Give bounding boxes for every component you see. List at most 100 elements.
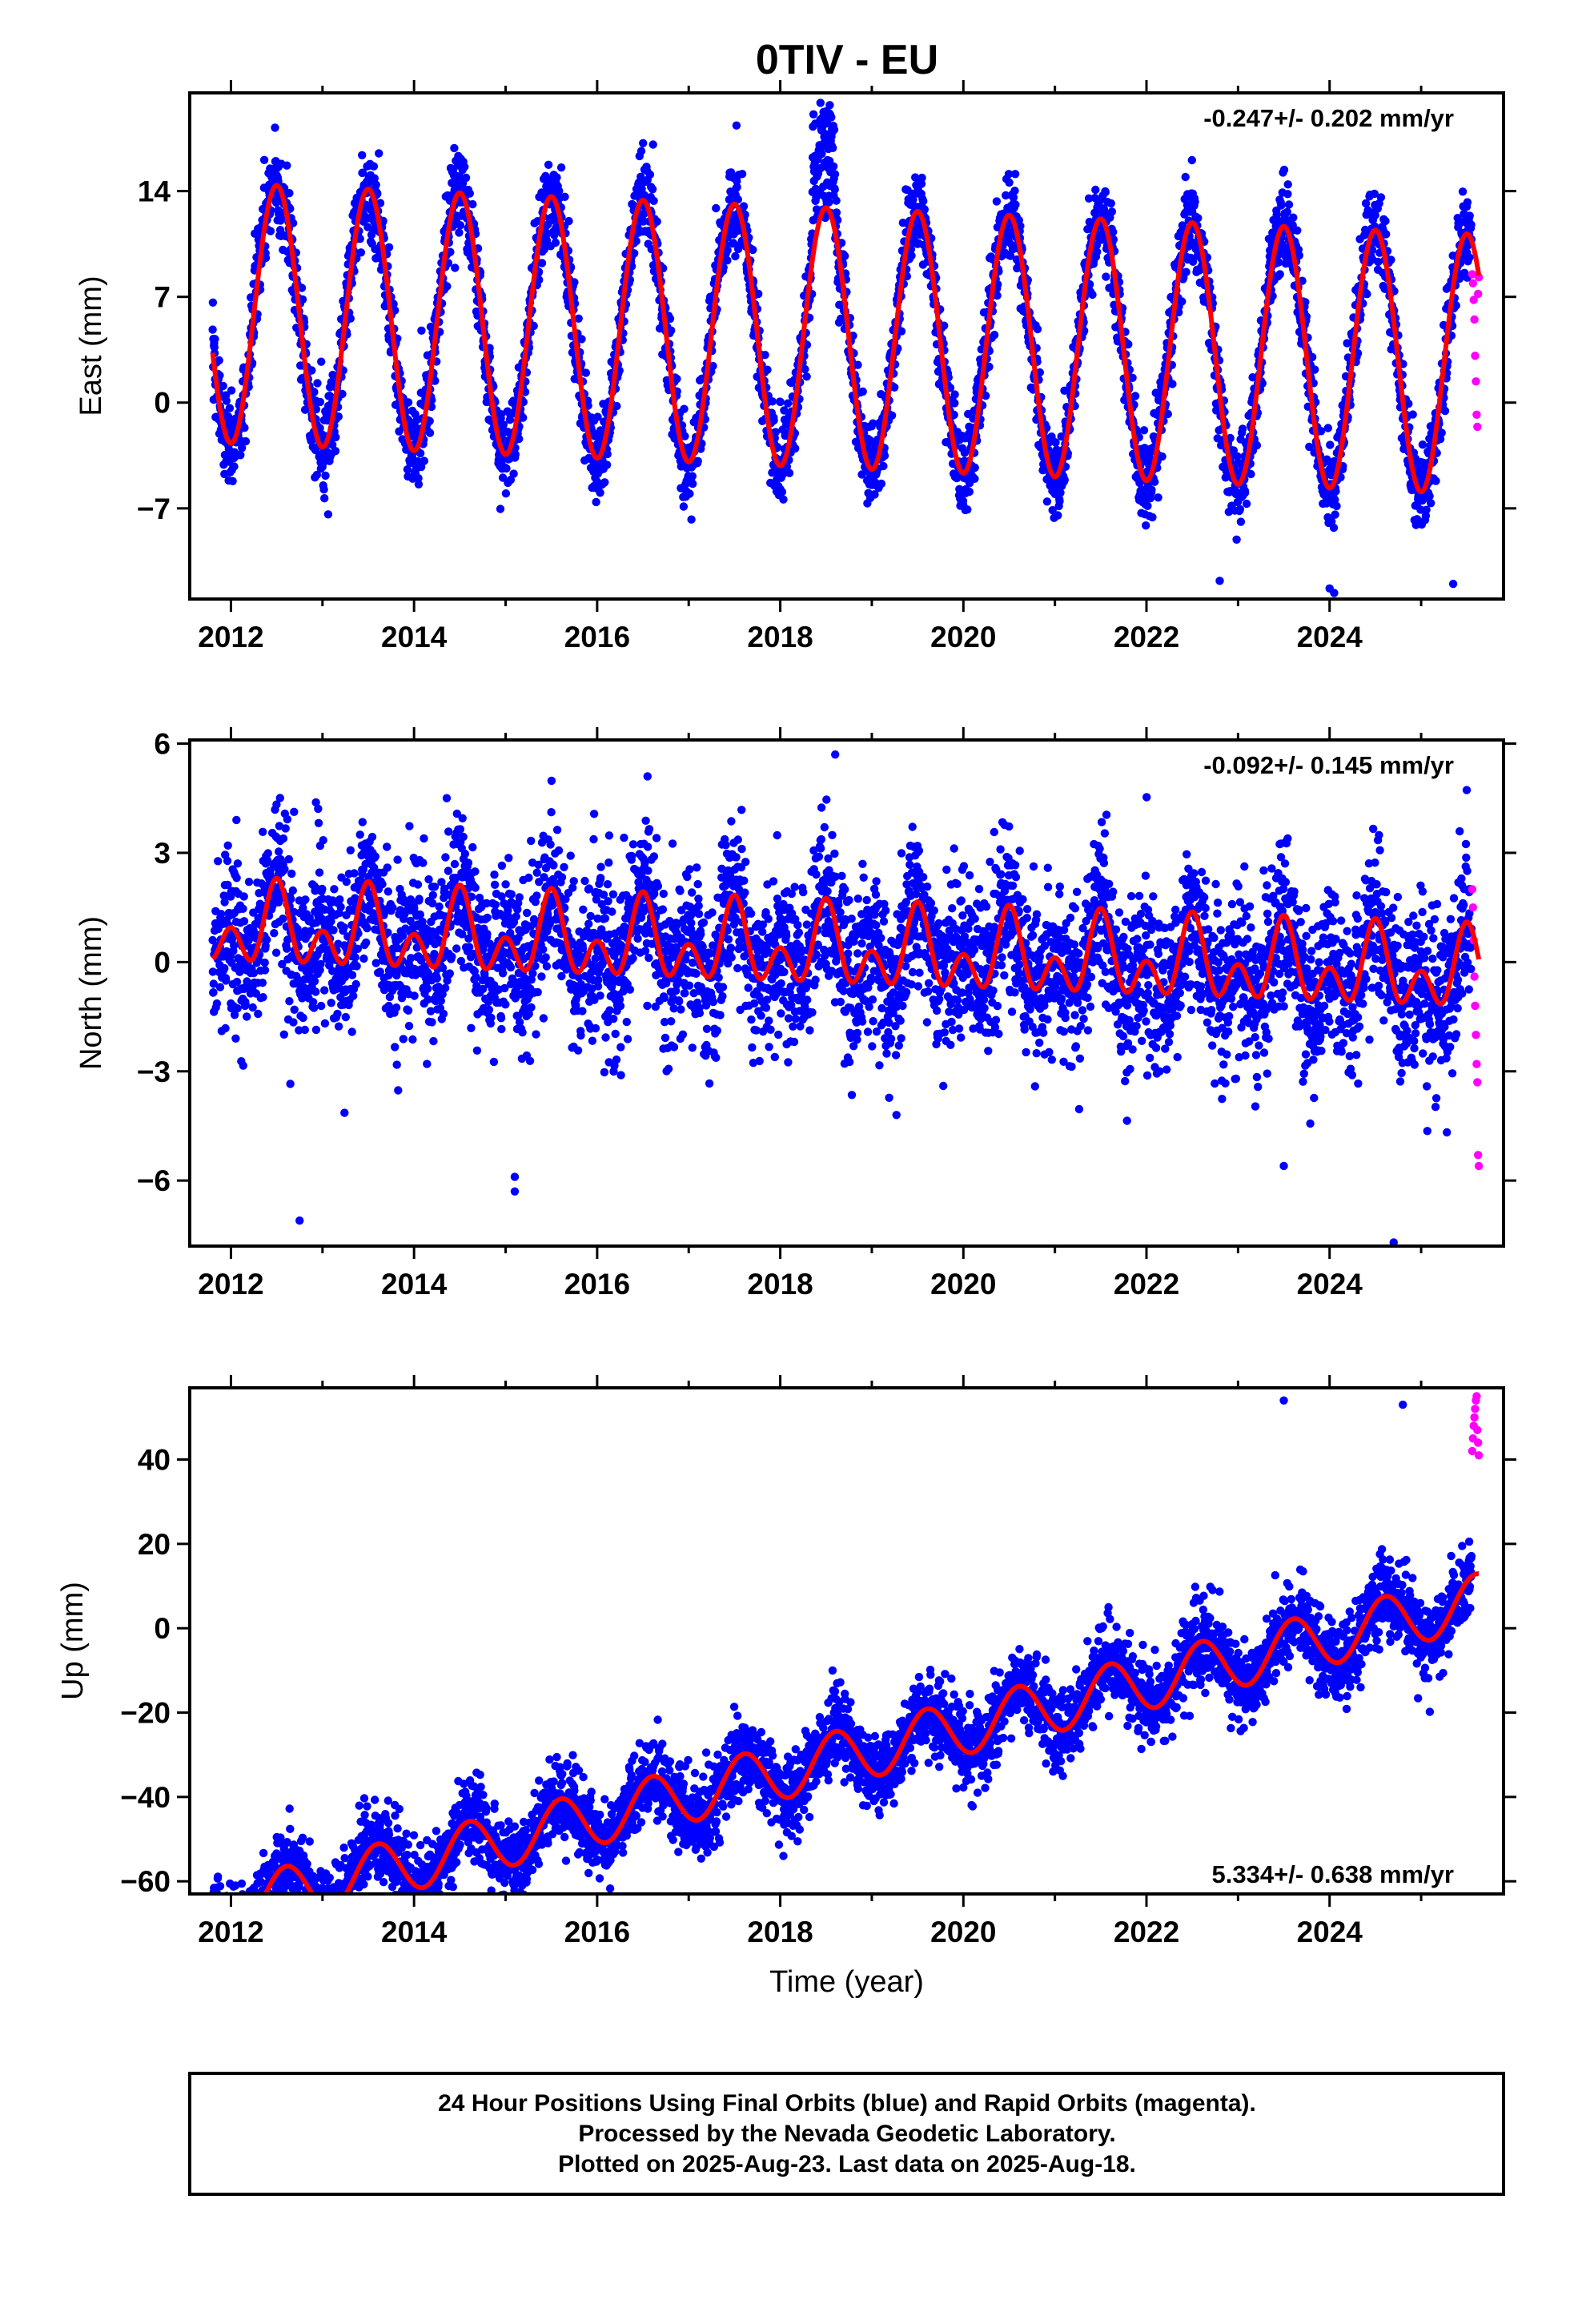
final-point (680, 404, 689, 413)
final-point (227, 386, 236, 395)
final-point (266, 227, 275, 235)
final-point (328, 370, 337, 380)
final-point (1106, 199, 1115, 208)
final-point (248, 1003, 257, 1012)
final-point (857, 470, 866, 479)
final-point (297, 283, 307, 292)
final-point-outlier (1330, 589, 1339, 597)
final-point (369, 162, 379, 171)
final-point (1311, 365, 1319, 374)
final-point (312, 470, 321, 480)
x-tick-label: 2018 (747, 621, 813, 653)
final-point (315, 397, 325, 407)
final-point (1109, 227, 1118, 236)
final-point (1305, 442, 1314, 452)
final-point (779, 495, 788, 504)
east-final-points (208, 99, 1476, 597)
rapid-point (1472, 410, 1481, 419)
final-point (1408, 410, 1417, 419)
final-point (679, 502, 689, 511)
final-point (219, 891, 228, 900)
east-frame (188, 91, 1505, 601)
final-point (1268, 292, 1277, 300)
final-point (1035, 368, 1045, 377)
final-point (950, 399, 959, 408)
final-point (829, 143, 837, 152)
final-point (384, 243, 394, 251)
rapid-point (1468, 270, 1477, 279)
final-point (1100, 207, 1110, 217)
x-tick-label: 2016 (564, 621, 630, 653)
final-point (1323, 424, 1333, 432)
final-point (456, 221, 465, 230)
final-point (1060, 386, 1069, 395)
final-point (870, 490, 879, 499)
final-point (612, 401, 621, 411)
final-point (214, 857, 223, 866)
final-point (212, 999, 222, 1008)
final-point (990, 331, 999, 340)
final-point (375, 199, 385, 207)
final-point (1465, 253, 1474, 262)
final-point (917, 179, 926, 188)
final-point (1458, 187, 1468, 196)
final-point (837, 314, 845, 324)
final-point (321, 471, 330, 480)
final-point (801, 364, 809, 374)
final-point (496, 410, 506, 419)
final-point (630, 249, 639, 258)
final-point (1235, 505, 1245, 514)
final-point (636, 147, 646, 155)
final-point (1194, 214, 1203, 223)
final-point (443, 282, 452, 291)
final-point (1010, 170, 1020, 179)
final-point (1295, 251, 1304, 260)
final-point (1381, 216, 1390, 226)
final-point (830, 170, 840, 179)
final-point (222, 976, 231, 985)
final-point (535, 275, 544, 284)
final-point (317, 357, 326, 366)
final-point (1163, 409, 1173, 419)
final-point (310, 388, 319, 396)
final-point (1316, 427, 1326, 436)
final-point (841, 251, 849, 260)
final-point (1154, 493, 1162, 502)
final-point (733, 183, 741, 191)
final-point (1279, 165, 1289, 175)
final-point (1463, 198, 1472, 207)
final-point (1056, 489, 1065, 497)
final-point (596, 489, 604, 497)
final-point (645, 170, 655, 179)
final-point (391, 306, 400, 315)
final-point (737, 170, 747, 179)
final-point (230, 941, 239, 951)
final-point (1367, 246, 1377, 255)
final-point (509, 396, 518, 405)
final-point (832, 208, 841, 217)
final-point (729, 239, 738, 247)
final-point (1148, 513, 1157, 522)
final-point (906, 245, 916, 254)
final-point (648, 140, 657, 149)
final-point (414, 480, 424, 489)
final-point (288, 219, 298, 227)
final-point (592, 497, 600, 507)
final-point (1452, 301, 1461, 310)
final-point (733, 177, 741, 186)
final-point (222, 396, 231, 405)
final-point (802, 372, 811, 381)
final-point (223, 880, 232, 890)
final-point (455, 228, 464, 237)
final-point (233, 1004, 242, 1013)
final-point (320, 494, 329, 503)
final-point (681, 432, 689, 440)
final-point (231, 1034, 240, 1043)
final-point (1188, 257, 1198, 266)
final-point (827, 113, 836, 122)
final-point (731, 251, 740, 261)
final-point (1101, 187, 1110, 197)
final-point (776, 397, 785, 407)
y-tick-label: 14 (138, 175, 171, 208)
final-point (223, 412, 233, 421)
